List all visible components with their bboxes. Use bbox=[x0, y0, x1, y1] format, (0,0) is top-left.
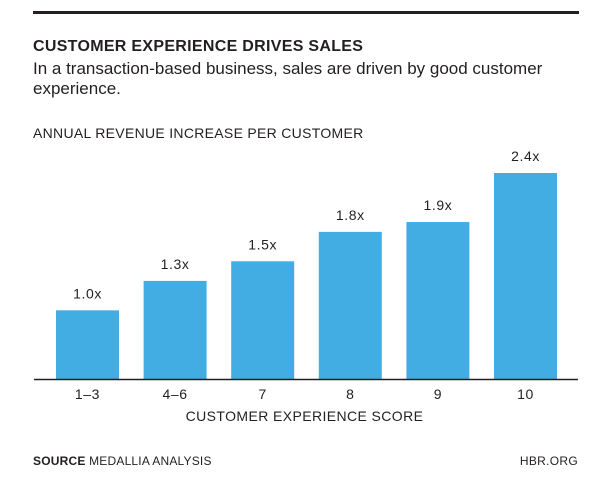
bar-4 bbox=[318, 231, 382, 379]
data-label-3: 1.5x bbox=[248, 236, 277, 252]
x-tick-label-2: 4–6 bbox=[163, 386, 188, 402]
x-axis-title: CUSTOMER EXPERIENCE SCORE bbox=[186, 408, 424, 424]
chart-subtitle: In a transaction-based business, sales a… bbox=[33, 59, 543, 98]
data-label-2: 1.3x bbox=[161, 256, 190, 272]
bar-5 bbox=[406, 222, 470, 379]
source-text: MEDALLIA ANALYSIS bbox=[89, 454, 212, 468]
source-credit: SOURCE MEDALLIA ANALYSIS bbox=[33, 454, 212, 468]
chart-title: CUSTOMER EXPERIENCE DRIVES SALES bbox=[33, 38, 364, 55]
bar-2 bbox=[143, 280, 207, 379]
x-tick-label-1: 1–3 bbox=[75, 386, 100, 402]
chart-measure-label: ANNUAL REVENUE INCREASE PER CUSTOMER bbox=[33, 125, 364, 141]
data-label-4: 1.8x bbox=[336, 207, 365, 223]
bar-6 bbox=[494, 173, 557, 379]
data-label-6: 2.4x bbox=[511, 148, 540, 164]
bar-1 bbox=[56, 310, 119, 379]
data-label-1: 1.0x bbox=[73, 285, 102, 301]
top-rule bbox=[33, 11, 579, 14]
x-tick-label-5: 9 bbox=[434, 386, 442, 402]
bar-3 bbox=[231, 261, 295, 379]
x-tick-label-6: 10 bbox=[517, 386, 534, 402]
brand-label: HBR.ORG bbox=[519, 454, 578, 468]
x-tick-label-3: 7 bbox=[259, 386, 267, 402]
x-tick-label-4: 8 bbox=[346, 386, 354, 402]
source-label: SOURCE bbox=[33, 454, 86, 468]
data-label-5: 1.9x bbox=[423, 197, 452, 213]
